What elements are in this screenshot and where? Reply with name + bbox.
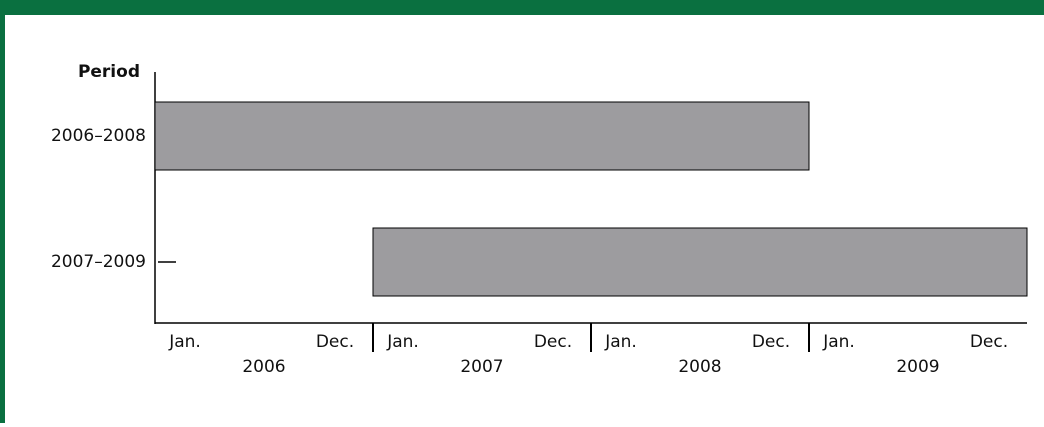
left-border xyxy=(0,0,5,423)
month-label: Dec. xyxy=(970,332,1008,352)
month-label: Jan. xyxy=(168,332,201,352)
x-tick-label: 2007 xyxy=(460,357,503,377)
bar xyxy=(154,101,810,171)
month-label: Jan. xyxy=(386,332,419,352)
x-tick-label: 2008 xyxy=(678,357,721,377)
y-tick-label: 2006–2008 xyxy=(51,126,146,146)
x-tick-label: 2006 xyxy=(242,357,285,377)
x-tick-label: 2009 xyxy=(896,357,939,377)
month-label: Dec. xyxy=(752,332,790,352)
month-label: Jan. xyxy=(822,332,855,352)
month-label: Jan. xyxy=(604,332,637,352)
month-label: Dec. xyxy=(534,332,572,352)
month-label: Dec. xyxy=(316,332,354,352)
bar xyxy=(372,227,1028,297)
y-axis-label: Period xyxy=(78,62,140,82)
top-bar xyxy=(0,0,1044,15)
y-tick-label: 2007–2009 xyxy=(51,252,146,272)
